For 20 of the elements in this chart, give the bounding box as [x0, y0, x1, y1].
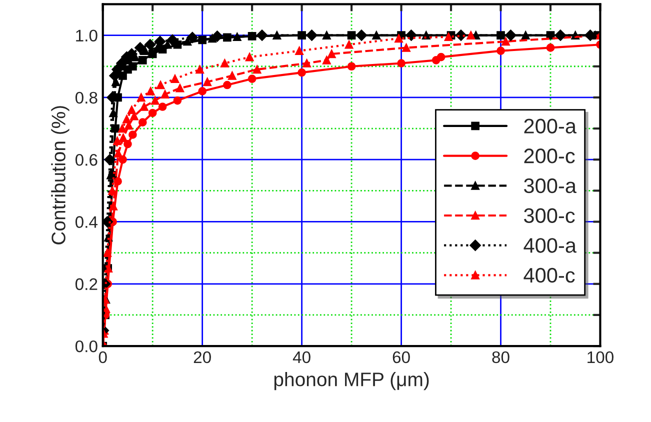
y-tick-label: 0.6: [75, 154, 98, 166]
y-tick-label: 0.8: [75, 92, 98, 104]
y-tick-label: 1.0: [76, 30, 98, 42]
x-axis-title: phonon MFP (μm): [274, 372, 429, 390]
legend-label: 300-c: [524, 208, 575, 223]
x-tick-label: 80: [492, 351, 510, 364]
x-tick-label: 0: [98, 351, 107, 364]
x-tick-label: 40: [292, 351, 310, 364]
x-tick-label: 20: [194, 351, 211, 364]
x-tick-label: 100: [588, 351, 614, 364]
legend-label: 400-a: [524, 238, 577, 253]
y-axis-title: Contribution (%): [51, 106, 70, 244]
legend-label: 300-a: [524, 178, 577, 194]
y-tick-label: 0.4: [75, 216, 98, 228]
legend-label: 400-c: [524, 268, 575, 283]
legend-label: 200-c: [524, 148, 575, 164]
y-tick-label: 0.0: [75, 340, 98, 352]
legend-label: 200-a: [524, 118, 577, 134]
x-tick-label: 60: [392, 351, 410, 364]
y-tick-label: 0.2: [75, 278, 98, 290]
